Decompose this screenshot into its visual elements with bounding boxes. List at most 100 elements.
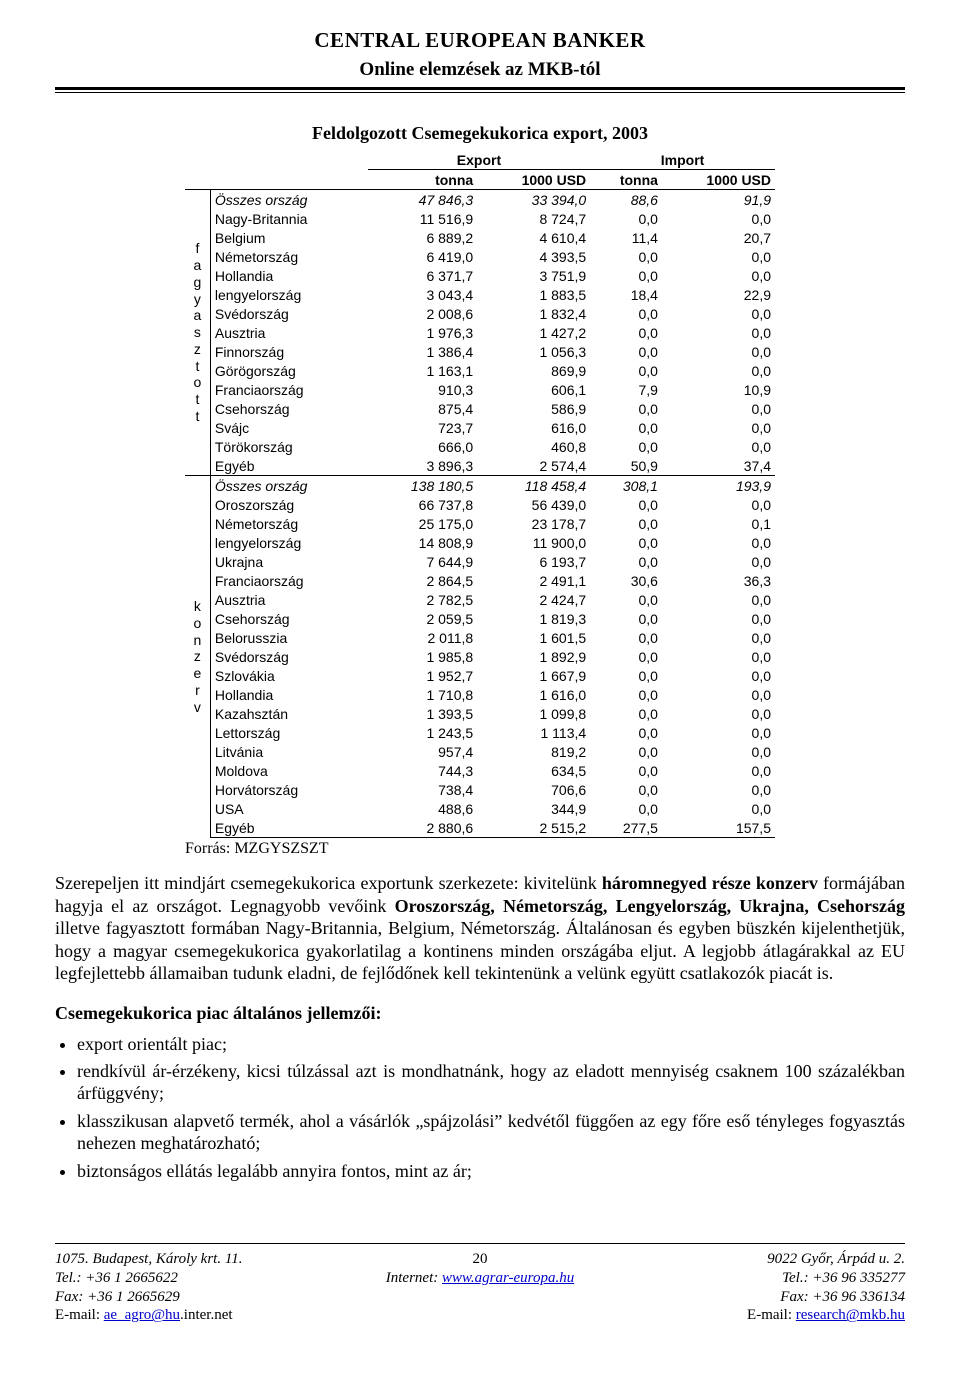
table-cell: 30,6 [590, 571, 662, 590]
bullet-item: biztonságos ellátás legalább annyira fon… [77, 1161, 905, 1183]
page-subtitle: Online elemzések az MKB-tól [55, 59, 905, 81]
table-cell: 957,4 [368, 742, 477, 761]
table-cell: 50,9 [590, 456, 662, 476]
table-cell: 91,9 [662, 190, 775, 210]
country-name: lengyelország [210, 285, 367, 304]
footer-fax-left: Fax: +36 1 2665629 [55, 1288, 338, 1307]
table-cell: 1 883,5 [477, 285, 590, 304]
table-cell: 0,0 [590, 437, 662, 456]
table-cell: 1 099,8 [477, 704, 590, 723]
country-name: Szlovákia [210, 666, 367, 685]
table-cell: 2 008,6 [368, 304, 477, 323]
table-cell: 308,1 [590, 476, 662, 496]
table-cell: 0,0 [590, 418, 662, 437]
table-cell: 11 516,9 [368, 209, 477, 228]
table-cell: 0,0 [590, 266, 662, 285]
table-cell: 0,0 [590, 799, 662, 818]
table-cell: 66 737,8 [368, 495, 477, 514]
table-cell: 3 751,9 [477, 266, 590, 285]
table-cell: 10,9 [662, 380, 775, 399]
table-cell: 488,6 [368, 799, 477, 818]
country-name: Csehország [210, 609, 367, 628]
table-cell: 2 424,7 [477, 590, 590, 609]
page-footer: 1075. Budapest, Károly krt. 11. Tel.: +3… [55, 1243, 905, 1325]
country-name: Franciaország [210, 380, 367, 399]
country-name: Nagy-Britannia [210, 209, 367, 228]
table-cell: 0,0 [590, 628, 662, 647]
table-cell: 25 175,0 [368, 514, 477, 533]
export-table: Export Import tonna 1000 USD tonna 1000 … [185, 150, 775, 838]
table-cell: 3 043,4 [368, 285, 477, 304]
footer-internet: Internet: www.agrar-europa.hu [338, 1269, 621, 1288]
country-name: Lettország [210, 723, 367, 742]
table-cell: 0,0 [662, 399, 775, 418]
table-cell: 0,0 [590, 590, 662, 609]
table-cell: 20,7 [662, 228, 775, 247]
country-name: USA [210, 799, 367, 818]
table-cell: 0,0 [590, 552, 662, 571]
table-cell: 6 193,7 [477, 552, 590, 571]
bullet-item: rendkívül ár-érzékeny, kicsi túlzással a… [77, 1061, 905, 1105]
footer-email-left-link[interactable]: ae_agro@hu [104, 1307, 180, 1323]
table-cell: 2 011,8 [368, 628, 477, 647]
table-cell: 4 610,4 [477, 228, 590, 247]
table-cell: 1 386,4 [368, 342, 477, 361]
table-cell: 706,6 [477, 780, 590, 799]
category-label: konzerv [185, 476, 210, 838]
country-name: Összes ország [210, 190, 367, 210]
table-cell: 606,1 [477, 380, 590, 399]
country-name: Ukrajna [210, 552, 367, 571]
country-name: Belorusszia [210, 628, 367, 647]
body-paragraph: Szerepeljen itt mindjárt csemegekukorica… [55, 872, 905, 985]
footer-internet-link[interactable]: www.agrar-europa.hu [442, 1270, 574, 1286]
table-cell: 1 393,5 [368, 704, 477, 723]
country-name: Svájc [210, 418, 367, 437]
table-cell: 138 180,5 [368, 476, 477, 496]
table-cell: 0,0 [662, 342, 775, 361]
table-title: Feldolgozott Csemegekukorica export, 200… [185, 123, 775, 144]
table-cell: 0,0 [662, 266, 775, 285]
table-cell: 0,0 [662, 533, 775, 552]
table-cell: 33 394,0 [477, 190, 590, 210]
table-cell: 0,0 [662, 780, 775, 799]
table-cell: 157,5 [662, 818, 775, 838]
table-cell: 0,0 [662, 647, 775, 666]
table-cell: 0,0 [662, 552, 775, 571]
table-cell: 6 889,2 [368, 228, 477, 247]
table-cell: 0,0 [662, 304, 775, 323]
table-cell: 1 892,9 [477, 647, 590, 666]
page-title: CENTRAL EUROPEAN BANKER [55, 28, 905, 53]
col-usd2: 1000 USD [662, 170, 775, 190]
table-cell: 1 710,8 [368, 685, 477, 704]
country-name: Oroszország [210, 495, 367, 514]
country-name: Litvánia [210, 742, 367, 761]
footer-tel-right: Tel.: +36 96 335277 [622, 1269, 905, 1288]
table-cell: 0,0 [590, 323, 662, 342]
table-cell: 0,0 [590, 399, 662, 418]
table-cell: 37,4 [662, 456, 775, 476]
col-tonna1: tonna [368, 170, 477, 190]
footer-fax-right: Fax: +36 96 336134 [622, 1288, 905, 1307]
table-cell: 744,3 [368, 761, 477, 780]
table-cell: 0,0 [590, 666, 662, 685]
country-name: Svédország [210, 304, 367, 323]
bullet-item: export orientált piac; [77, 1034, 905, 1056]
table-cell: 22,9 [662, 285, 775, 304]
table-cell: 0,0 [590, 209, 662, 228]
table-cell: 0,0 [590, 609, 662, 628]
table-cell: 344,9 [477, 799, 590, 818]
table-cell: 277,5 [590, 818, 662, 838]
table-cell: 0,0 [662, 742, 775, 761]
table-cell: 1 952,7 [368, 666, 477, 685]
table-cell: 819,2 [477, 742, 590, 761]
footer-email-right-link[interactable]: research@mkb.hu [796, 1307, 905, 1323]
table-cell: 0,0 [662, 609, 775, 628]
table-cell: 11,4 [590, 228, 662, 247]
table-cell: 0,0 [662, 761, 775, 780]
table-cell: 0,0 [662, 685, 775, 704]
table-cell: 2 864,5 [368, 571, 477, 590]
table-cell: 0,0 [662, 437, 775, 456]
country-name: Finnország [210, 342, 367, 361]
table-cell: 36,3 [662, 571, 775, 590]
table-cell: 0,0 [662, 418, 775, 437]
